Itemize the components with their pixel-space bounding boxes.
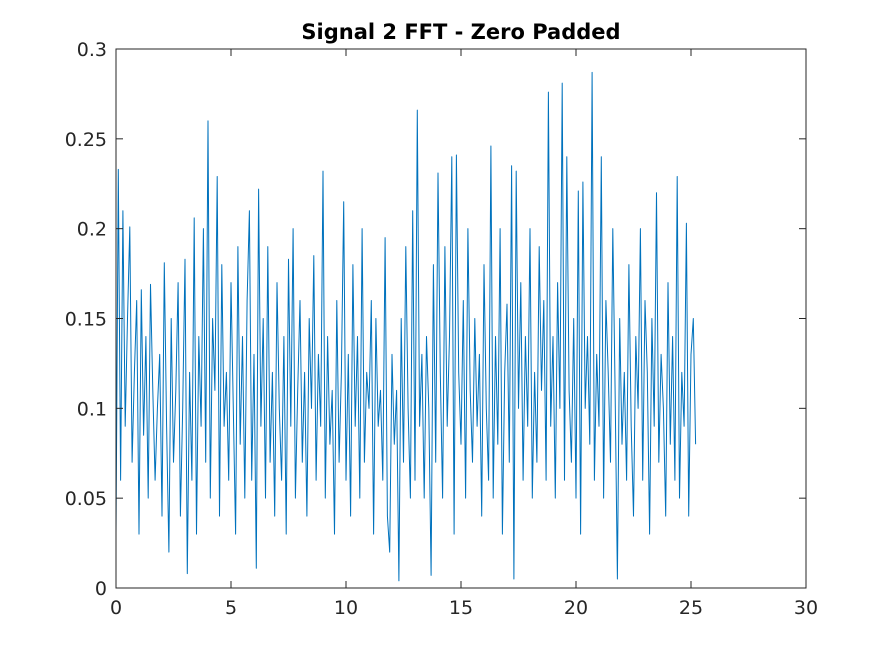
y-tick-label: 0.1 <box>77 398 107 420</box>
y-tick-label: 0.15 <box>65 309 107 331</box>
y-tick-label: 0.05 <box>65 488 107 510</box>
x-tick-label: 15 <box>449 597 473 619</box>
y-axis: 0 0.05 0.1 0.15 0.2 0.25 0.3 <box>65 39 806 600</box>
y-tick-label: 0 <box>95 578 107 600</box>
x-tick-label: 10 <box>334 597 358 619</box>
y-tick-label: 0.2 <box>77 219 107 241</box>
x-tick-label: 25 <box>679 597 703 619</box>
x-tick-label: 0 <box>110 597 122 619</box>
chart-title: Signal 2 FFT - Zero Padded <box>301 20 620 44</box>
x-tick-label: 20 <box>564 597 588 619</box>
x-tick-label: 5 <box>225 597 237 619</box>
y-tick-label: 0.25 <box>65 129 107 151</box>
x-axis: 0 5 10 15 20 25 30 <box>110 49 818 619</box>
y-tick-label: 0.3 <box>77 39 107 61</box>
series-line <box>115 71 697 582</box>
x-tick-label: 30 <box>794 597 818 619</box>
